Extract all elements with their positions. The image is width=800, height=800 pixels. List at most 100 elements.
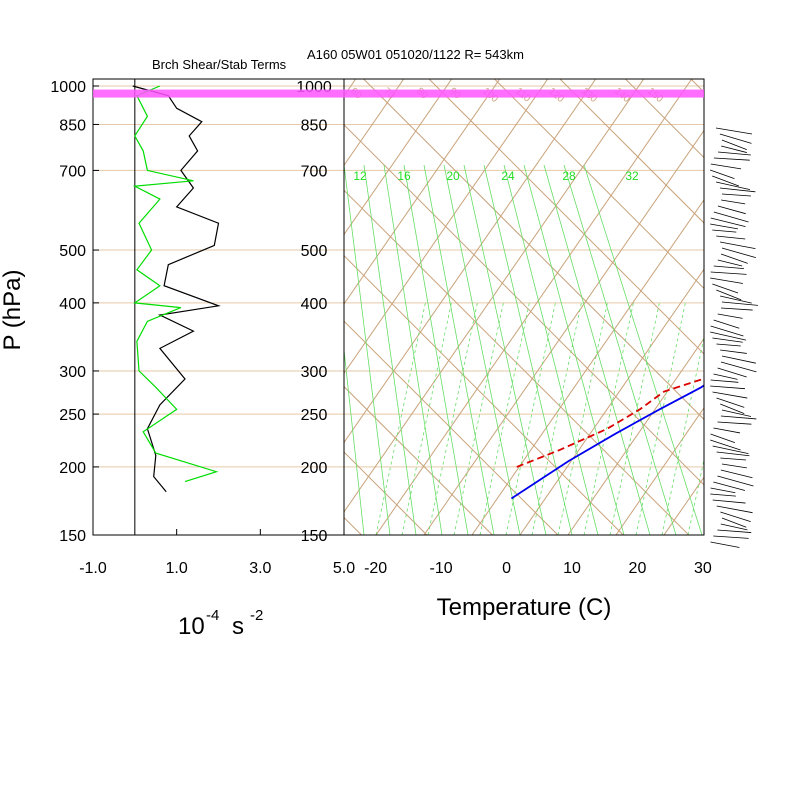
left-y-tick-label: 150 [59, 528, 86, 545]
wind-barb [719, 241, 756, 249]
wind-barb [721, 199, 746, 205]
left-x-tick-label: -1.0 [79, 560, 107, 577]
dry-adiabat [344, 79, 357, 97]
wind-barb [712, 175, 739, 187]
left-chart-title: Brch Shear/Stab Terms [152, 57, 287, 72]
dry-adiabat [344, 79, 645, 513]
wind-barb [720, 415, 757, 420]
dry-adiabat [0, 0, 298, 535]
wind-barb [721, 409, 752, 417]
left-y-tick-label: 300 [59, 364, 86, 381]
profile-temperature [510, 384, 704, 500]
dry-adiabat [0, 0, 10, 535]
right-y-tick-label: 850 [301, 117, 328, 134]
wind-barb [710, 439, 741, 451]
wind-barb [717, 529, 752, 533]
wind-barb [712, 391, 748, 399]
wind-barb [721, 193, 751, 197]
right-y-tick-label: 400 [301, 296, 328, 313]
wind-barb [716, 451, 750, 457]
dry-adiabat [471, 199, 704, 535]
dry-adiabat [344, 79, 597, 444]
wind-barb [721, 139, 747, 151]
wind-barb [713, 319, 740, 329]
left-x-tick-labels: -1.0 1.0 3.0 5.0 [79, 529, 355, 577]
dry-adiabat [344, 79, 501, 305]
x-label-exponent: -4 [206, 607, 219, 624]
left-y-tick-label: 250 [59, 407, 86, 424]
wind-barb [721, 145, 747, 153]
wind-barb [717, 313, 743, 319]
right-x-tick-label: 10 [563, 560, 581, 577]
left-x-tick-label: 1.0 [166, 560, 188, 577]
wind-barb [720, 511, 751, 523]
right-x-tick-label: 30 [694, 560, 712, 577]
moist-adiabat [383, 164, 443, 535]
isotherm [363, 79, 704, 421]
wind-barb [710, 493, 736, 497]
skewt-background-lines [0, 0, 704, 535]
wind-barb [720, 469, 753, 479]
isotherm [344, 451, 428, 535]
dry-adiabat [375, 79, 693, 535]
wind-barb [713, 373, 738, 380]
wind-barb [712, 499, 746, 504]
moist-adiabat [463, 164, 547, 535]
left-y-tick-label: 500 [59, 243, 86, 260]
dry-adiabat [0, 0, 202, 535]
x-label-base: 10 [178, 613, 205, 640]
right-y-tick-label: 200 [301, 460, 328, 477]
mixing-ratio-labels: 12 16 20 24 28 32 [353, 169, 639, 183]
wind-barb [717, 205, 746, 215]
moist-adiabat [503, 164, 599, 535]
moist-adiabat [543, 164, 651, 535]
mixing-ratio-label: 24 [501, 169, 515, 183]
right-plot-frame [343, 78, 705, 536]
moist-adiabat [563, 164, 677, 535]
wind-barb [720, 523, 748, 531]
right-x-tick-label: 0 [502, 560, 511, 577]
mixing-ratio-line [401, 299, 453, 535]
moist-adiabat [443, 164, 521, 535]
left-series-group [132, 85, 221, 493]
wind-barb [710, 487, 736, 494]
left-y-tick-label: 1000 [50, 79, 86, 96]
right-x-tick-labels: -20 -10 0 10 20 30 [364, 560, 712, 577]
right-x-tick-label: -20 [364, 560, 387, 577]
mixing-ratio-line [375, 299, 427, 535]
isotherm [344, 320, 559, 535]
wind-barb [713, 427, 741, 434]
wind-barb [721, 463, 747, 469]
right-y-tick-label: 250 [301, 407, 328, 424]
mixing-ratio-line [453, 299, 505, 535]
moist-adiabat [583, 164, 703, 535]
wind-barb [713, 157, 750, 161]
right-chart-title: A160 05W01 051020/1122 R= 543km [307, 47, 524, 62]
wind-barb [710, 433, 735, 444]
wind-barb [721, 247, 756, 259]
wind-barb [720, 361, 757, 373]
wind-barb [709, 169, 735, 180]
moist-adiabat [344, 164, 391, 535]
wind-barb [720, 457, 746, 461]
y-axis-label: P (hPa) [0, 270, 26, 351]
left-x-axis-label: 10 -4 s -2 [178, 607, 263, 640]
isotherm [428, 79, 704, 355]
isotherm [625, 79, 704, 159]
right-y-tick-label: 700 [301, 163, 328, 180]
wind-barb [712, 283, 739, 294]
isotherm [559, 79, 704, 224]
left-x-tick-label: 5.0 [333, 560, 355, 577]
wind-barb [720, 253, 748, 264]
wind-barb [710, 385, 746, 390]
mixing-ratio-line [531, 299, 583, 535]
wind-barb [710, 277, 744, 284]
dry-adiabat [567, 337, 704, 535]
mixing-ratio-line [635, 299, 687, 535]
isotherm [344, 255, 624, 535]
mixing-ratio-line [505, 299, 557, 535]
left-series-line-1 [132, 85, 219, 483]
wind-barb [719, 133, 752, 144]
moist-adiabat [344, 346, 365, 535]
